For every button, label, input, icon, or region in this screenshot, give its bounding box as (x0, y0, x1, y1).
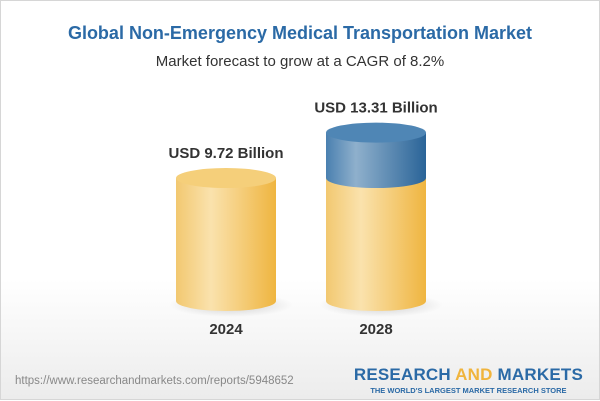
cylinder-top-2028 (326, 122, 426, 143)
year-label: 2028 (359, 321, 392, 338)
logo-text-markets: MARKETS (492, 365, 583, 384)
data-label: USD 13.31 Billion (314, 100, 437, 117)
chart-subtitle: Market forecast to grow at a CAGR of 8.2… (155, 53, 445, 70)
cylinder-body-growth-2028 (326, 132, 426, 189)
chart-title: Global Non-Emergency Medical Transportat… (67, 23, 533, 43)
year-label: 2024 (209, 321, 243, 338)
cylinder-top-2024 (176, 168, 276, 189)
data-label: USD 9.72 Billion (168, 145, 283, 162)
source-url[interactable]: https://www.researchandmarkets.com/repor… (15, 375, 294, 387)
cylinder-body-base-2024 (176, 178, 276, 311)
logo-tagline: THE WORLD'S LARGEST MARKET RESEARCH STOR… (370, 386, 567, 395)
logo-text-and: AND (455, 365, 493, 384)
logo-text: RESEARCH (353, 365, 456, 384)
research-and-markets-logo: RESEARCH AND MARKETS THE WORLD'S LARGEST… (354, 365, 583, 395)
cylinder-body-base-2028 (326, 178, 426, 311)
